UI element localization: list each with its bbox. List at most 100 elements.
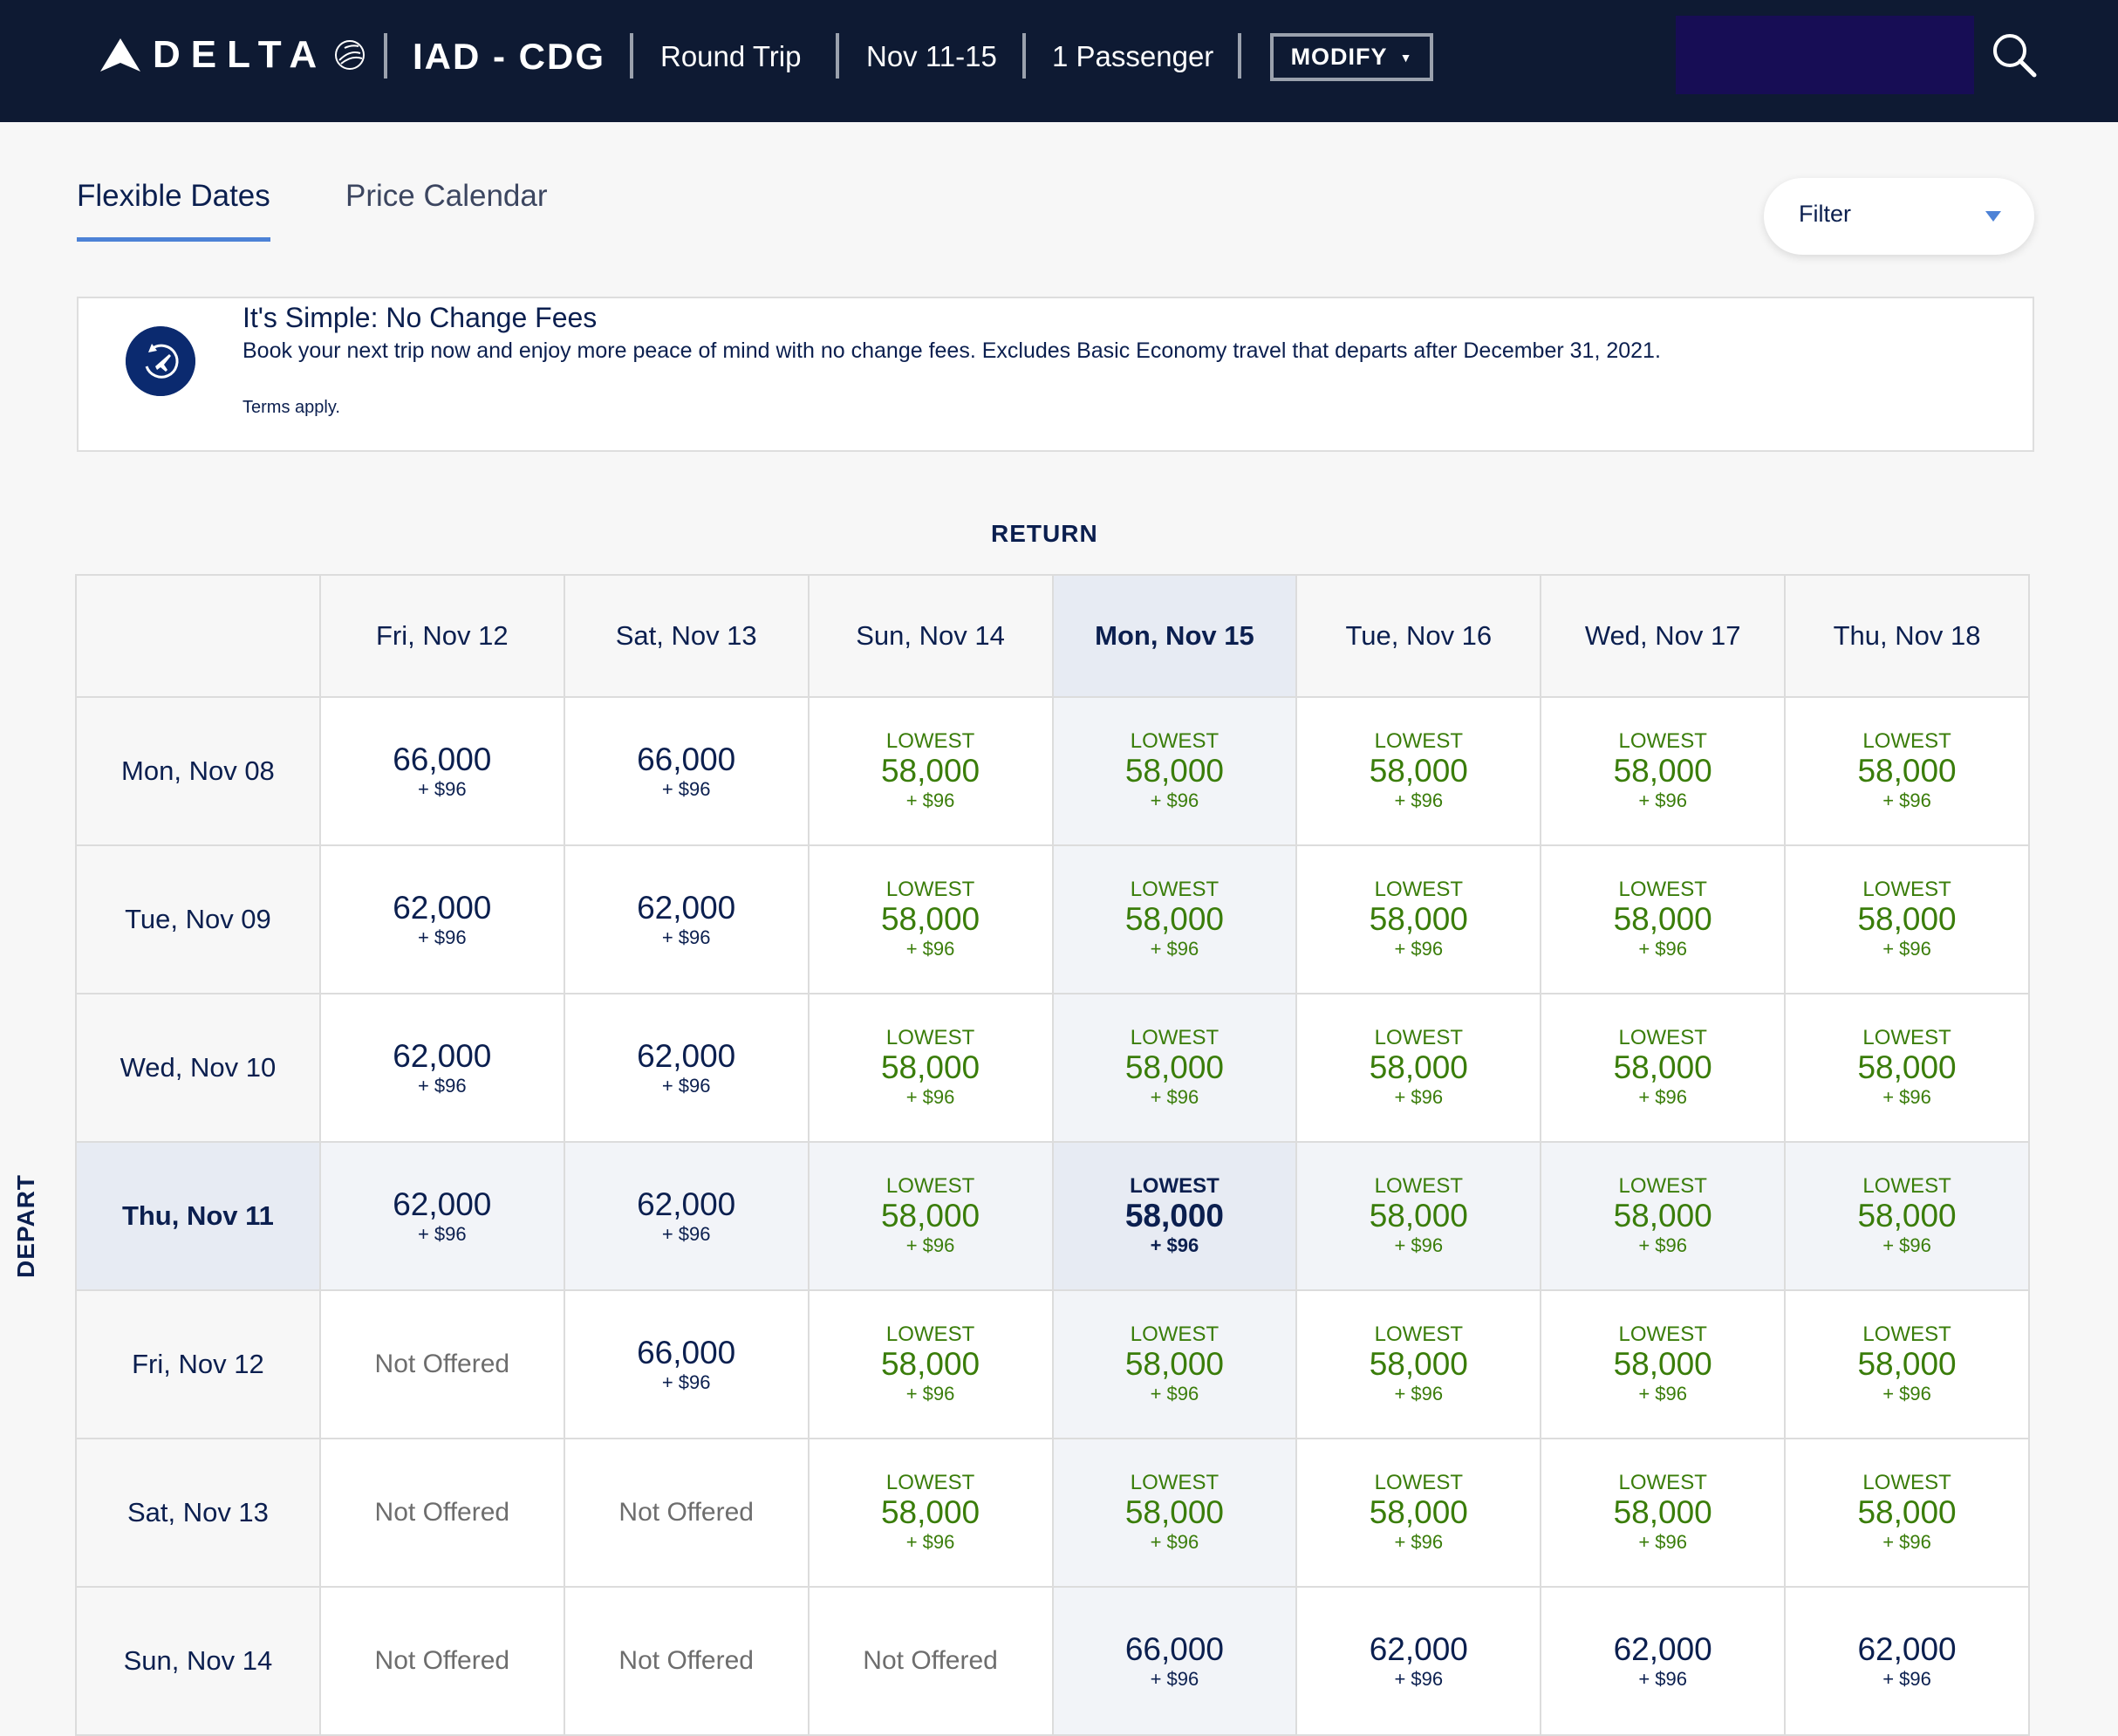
fare-miles: 62,000 [393,1186,492,1222]
lowest-badge: LOWEST [1618,729,1707,753]
lowest-badge: LOWEST [885,1174,975,1198]
fare-fee: + $96 [1150,789,1199,811]
fare-fee: + $96 [1150,1234,1199,1256]
fare-cell[interactable]: LOWEST 58,000 + $96 [1784,993,2030,1143]
fare-cell[interactable]: LOWEST 58,000 + $96 [1540,1289,1787,1439]
fare-miles: 62,000 [637,1038,736,1074]
fare-miles: 58,000 [880,1494,980,1530]
fare-cell[interactable]: LOWEST 58,000 + $96 [1784,1141,2030,1291]
caret-down-icon: ▼ [1399,50,1413,65]
depart-row: Mon, Nov 08 66,000 + $96 66,000 + $96 LOWEST 5… [75,696,2030,846]
fare-fee: + $96 [1394,1668,1444,1690]
fare-cell[interactable]: LOWEST 58,000 + $96 [1784,1289,2030,1439]
fare-cell[interactable]: LOWEST 58,000 + $96 [1540,696,1787,846]
return-date-header: Tue, Nov 16 [1295,574,1542,698]
depart-axis-label: DEPART [12,1173,39,1278]
fare-cell[interactable]: LOWEST 58,000 + $96 [1540,1141,1787,1291]
fare-cell[interactable]: LOWEST 58,000 + $96 [1051,1438,1298,1588]
fare-cell[interactable]: LOWEST 58,000 + $96 [807,1438,1054,1588]
depart-date-label: Fri, Nov 12 [75,1289,321,1439]
depart-date-label: Mon, Nov 08 [75,696,321,846]
fare-cell[interactable]: LOWEST 58,000 + $96 [807,1289,1054,1439]
lowest-badge: LOWEST [885,1323,975,1346]
fare-cell[interactable]: 66,000 + $96 [563,1289,810,1439]
fare-miles: 58,000 [1857,1198,1957,1234]
fare-cell[interactable]: LOWEST 58,000 + $96 [1540,1438,1787,1588]
delta-logo[interactable]: DELTA [100,33,367,77]
terms-link[interactable]: Terms apply. [243,398,340,417]
fare-cell[interactable]: 66,000 + $96 [563,696,810,846]
fare-miles: 58,000 [1124,1494,1225,1530]
trip-type: Round Trip [660,40,802,72]
fare-cell[interactable]: 62,000 + $96 [1540,1586,1787,1736]
fare-cell[interactable]: 62,000 + $96 [318,1141,565,1291]
fare-cell[interactable]: LOWEST 58,000 + $96 [1540,844,1787,994]
lowest-badge: LOWEST [885,729,975,753]
fare-cell[interactable]: LOWEST 58,000 + $96 [807,993,1054,1143]
grid-corner [75,574,321,698]
fare-miles: 58,000 [1857,1494,1957,1530]
fare-cell[interactable]: LOWEST 58,000 + $96 [1051,1289,1298,1439]
modify-button[interactable]: MODIFY ▼ [1270,33,1433,81]
modify-label: MODIFY [1290,44,1388,70]
search-icon[interactable] [1989,30,2039,80]
fare-cell[interactable]: LOWEST 58,000 + $96 [1295,1289,1542,1439]
header-divider [630,33,633,79]
lowest-badge: LOWEST [1130,1323,1220,1346]
fare-cell[interactable]: 66,000 + $96 [318,696,565,846]
fare-cell[interactable]: LOWEST 58,000 + $96 [1784,844,2030,994]
fare-cell[interactable]: LOWEST 58,000 + $96 [1295,844,1542,994]
fare-cell[interactable]: 62,000 + $96 [318,993,565,1143]
fare-fee: + $96 [1394,789,1444,811]
fare-cell[interactable]: LOWEST 58,000 + $96 [1295,696,1542,846]
fare-fee: + $96 [417,1075,467,1097]
passenger-count: 1 Passenger [1052,40,1214,72]
fare-cell[interactable]: 66,000 + $96 [1051,1586,1298,1736]
fare-cell[interactable]: LOWEST 58,000 + $96 [1295,1438,1542,1588]
lowest-badge: LOWEST [1130,878,1220,901]
tab-price-calendar[interactable]: Price Calendar [345,179,548,213]
fare-cell[interactable]: LOWEST 58,000 + $96 [1051,993,1298,1143]
fare-cell[interactable]: LOWEST 58,000 + $96 [1540,993,1787,1143]
fare-fee: + $96 [1150,938,1199,960]
fare-miles: 66,000 [393,742,492,777]
depart-date-label: Sun, Nov 14 [75,1586,321,1736]
fare-cell[interactable]: LOWEST 58,000 + $96 [1051,696,1298,846]
delta-widget-icon [100,38,140,72]
return-date-header: Mon, Nov 15 [1051,574,1298,698]
lowest-badge: LOWEST [1618,1026,1707,1049]
fare-cell[interactable]: LOWEST 58,000 + $96 [807,844,1054,994]
not-offered-label: Not Offered [863,1646,998,1675]
filter-label: Filter [1799,201,1851,227]
fare-miles: 58,000 [880,1346,980,1382]
tab-flexible-dates[interactable]: Flexible Dates [77,174,270,242]
banner-text: Book your next trip now and enjoy more p… [243,338,1661,363]
fare-cell[interactable]: 62,000 + $96 [318,844,565,994]
brand-name: DELTA [153,33,328,76]
fare-cell[interactable]: LOWEST 58,000 + $96 [807,696,1054,846]
fare-cell[interactable]: LOWEST 58,000 + $96 [1784,696,2030,846]
return-date-header: Sat, Nov 13 [563,574,810,698]
fare-fee: + $96 [417,1223,467,1245]
fare-fee: + $96 [1638,1531,1688,1553]
fare-cell[interactable]: 62,000 + $96 [1295,1586,1542,1736]
lowest-badge: LOWEST [1862,1323,1951,1346]
fare-cell[interactable]: 62,000 + $96 [563,993,810,1143]
fare-cell[interactable]: LOWEST 58,000 + $96 [1051,844,1298,994]
fare-cell[interactable]: LOWEST 58,000 + $96 [1295,1141,1542,1291]
depart-row: Thu, Nov 11 62,000 + $96 62,000 + $96 LOWEST 5… [75,1141,2030,1291]
fare-cell[interactable]: 62,000 + $96 [1784,1586,2030,1736]
top-header: DELTA IAD - CDG Round Trip Nov 11-15 1 P… [0,0,2118,122]
fare-fee: + $96 [661,1223,711,1245]
fare-fee: + $96 [905,1383,955,1405]
fare-cell[interactable]: LOWEST 58,000 + $96 [807,1141,1054,1291]
not-offered-label: Not Offered [618,1498,754,1527]
return-axis-label: RETURN [991,520,1098,547]
lowest-badge: LOWEST [1130,1026,1220,1049]
fare-cell[interactable]: LOWEST 58,000 + $96 [1051,1141,1298,1291]
fare-cell[interactable]: LOWEST 58,000 + $96 [1295,993,1542,1143]
fare-cell[interactable]: 62,000 + $96 [563,1141,810,1291]
fare-cell-not-offered: Not Offered [807,1586,1054,1736]
fare-cell[interactable]: LOWEST 58,000 + $96 [1784,1438,2030,1588]
fare-cell[interactable]: 62,000 + $96 [563,844,810,994]
